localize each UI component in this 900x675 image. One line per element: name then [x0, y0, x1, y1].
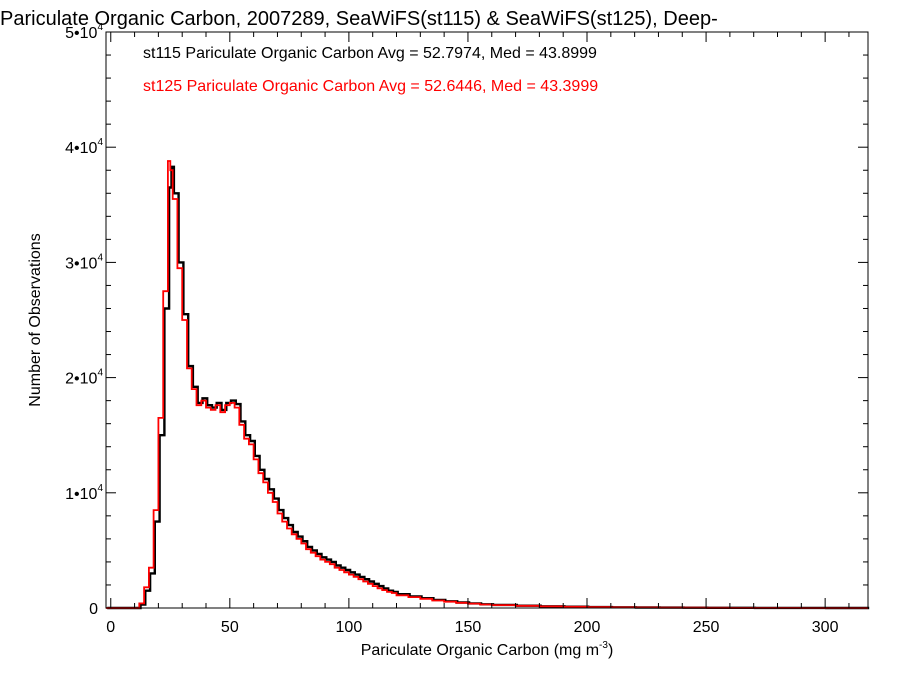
- x-tick-label-50: 50: [221, 619, 239, 636]
- x-tick-label-100: 100: [336, 619, 363, 636]
- x-tick-label-200: 200: [574, 619, 601, 636]
- x-tick-label-150: 150: [455, 619, 482, 636]
- plot-frame: [105, 31, 869, 609]
- x-axis-label-main: Pariculate Organic Carbon (mg m: [361, 642, 599, 659]
- series-line-st115: [107, 165, 870, 610]
- y-tick-label-30000: 3•104: [65, 252, 103, 272]
- x-tick-label-250: 250: [693, 619, 720, 636]
- chart-title: Pariculate Organic Carbon, 2007289, SeaW…: [0, 8, 718, 30]
- y-tick-label-40000: 4•104: [65, 137, 103, 157]
- x-tick-label-0: 0: [106, 619, 115, 636]
- series-line-st125: [106, 160, 868, 609]
- legend-entry-st115: st115 Pariculate Organic Carbon Avg = 52…: [143, 45, 597, 62]
- legend-entry-st125: st125 Pariculate Organic Carbon Avg = 52…: [143, 78, 598, 95]
- axes-layer: 0 50 100 150 200 250 300 0 1•104 2•104 3•104 4•104 5…: [65, 22, 868, 636]
- x-axis-label-suffix: ): [608, 642, 613, 659]
- series-layer: [106, 160, 870, 610]
- y-axis-label: Number of Observations: [27, 233, 44, 406]
- y-tick-label-0: 0: [89, 601, 98, 618]
- y-tick-label-50000: 5•104: [65, 22, 103, 42]
- x-axis-label-exponent: -3: [599, 640, 608, 651]
- y-tick-label-20000: 2•104: [65, 368, 103, 388]
- y-tick-label-10000: 1•104: [65, 483, 103, 503]
- x-axis-label: Pariculate Organic Carbon (mg m-3): [361, 640, 614, 659]
- x-tick-label-300: 300: [812, 619, 839, 636]
